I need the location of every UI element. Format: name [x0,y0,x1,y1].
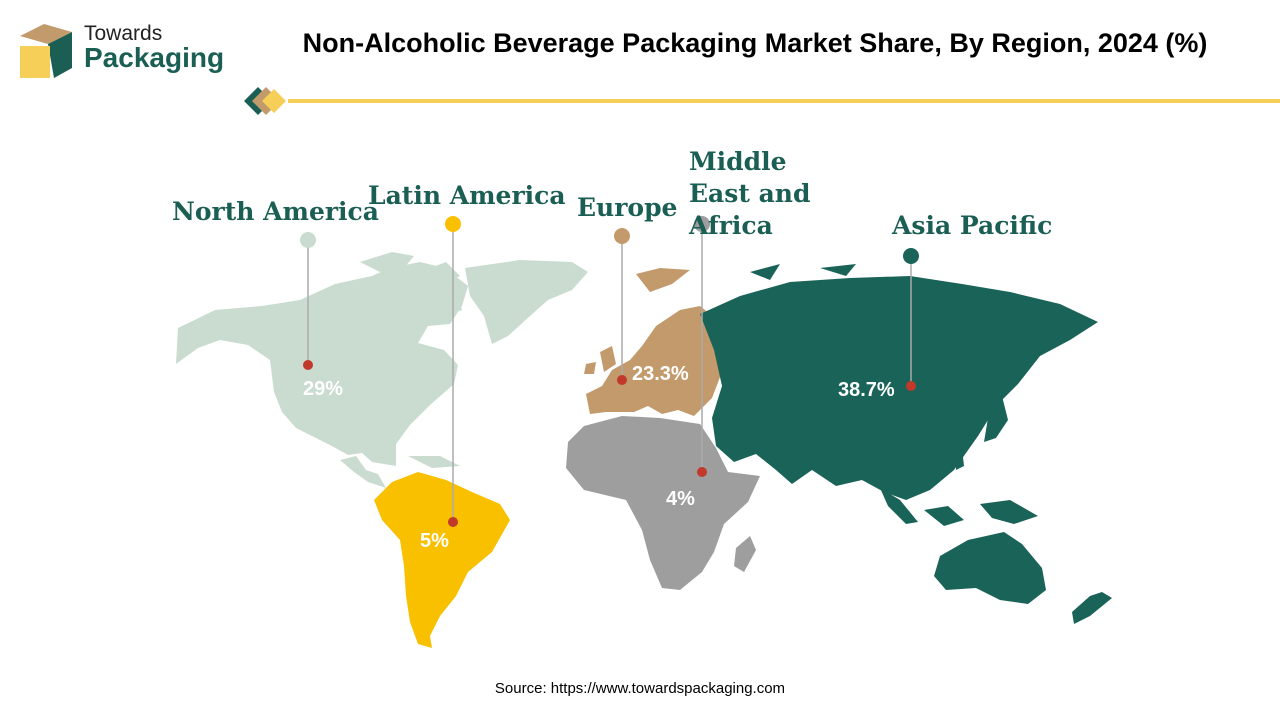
mea-label-dot [694,216,710,232]
source-note: Source: https://www.towardspackaging.com [494,680,786,697]
share-asia-pacific: 38.7% [838,379,895,401]
region-latin-america [374,472,510,648]
latin-america-label-dot [445,216,461,232]
chart-title: Non-Alcoholic Beverage Packaging Market … [302,28,1208,58]
share-europe: 23.3% [632,363,689,385]
brand-name-line2: Packaging [84,42,225,73]
latin-america-marker [448,517,458,527]
region-middle-east-africa [566,416,760,590]
brand-logo: Towards Packaging [18,22,238,82]
asia-pacific-label-dot [903,248,919,264]
leader-lines [307,230,912,522]
share-north-america: 29% [303,378,344,400]
title-divider [244,87,1280,115]
brand-name-line1: Towards [84,22,163,45]
label-middle-east-africa: Middle East and Africa [689,147,811,240]
region-north-america [176,252,588,488]
region-europe [584,268,722,416]
asia-pacific-marker [906,381,916,391]
label-europe: Europe [577,193,678,222]
share-middle-east-africa: 4% [666,488,695,510]
mea-marker [697,467,707,477]
region-asia-pacific [700,264,1112,624]
europe-marker [617,375,627,385]
share-latin-america: 5% [420,530,449,552]
label-asia-pacific: Asia Pacific [892,211,1053,240]
box-logo-icon [20,24,72,78]
label-latin-america: Latin America [368,181,566,210]
europe-label-dot [614,228,630,244]
label-north-america: North America [172,197,379,226]
north-america-label-dot [300,232,316,248]
north-america-marker [303,360,313,370]
